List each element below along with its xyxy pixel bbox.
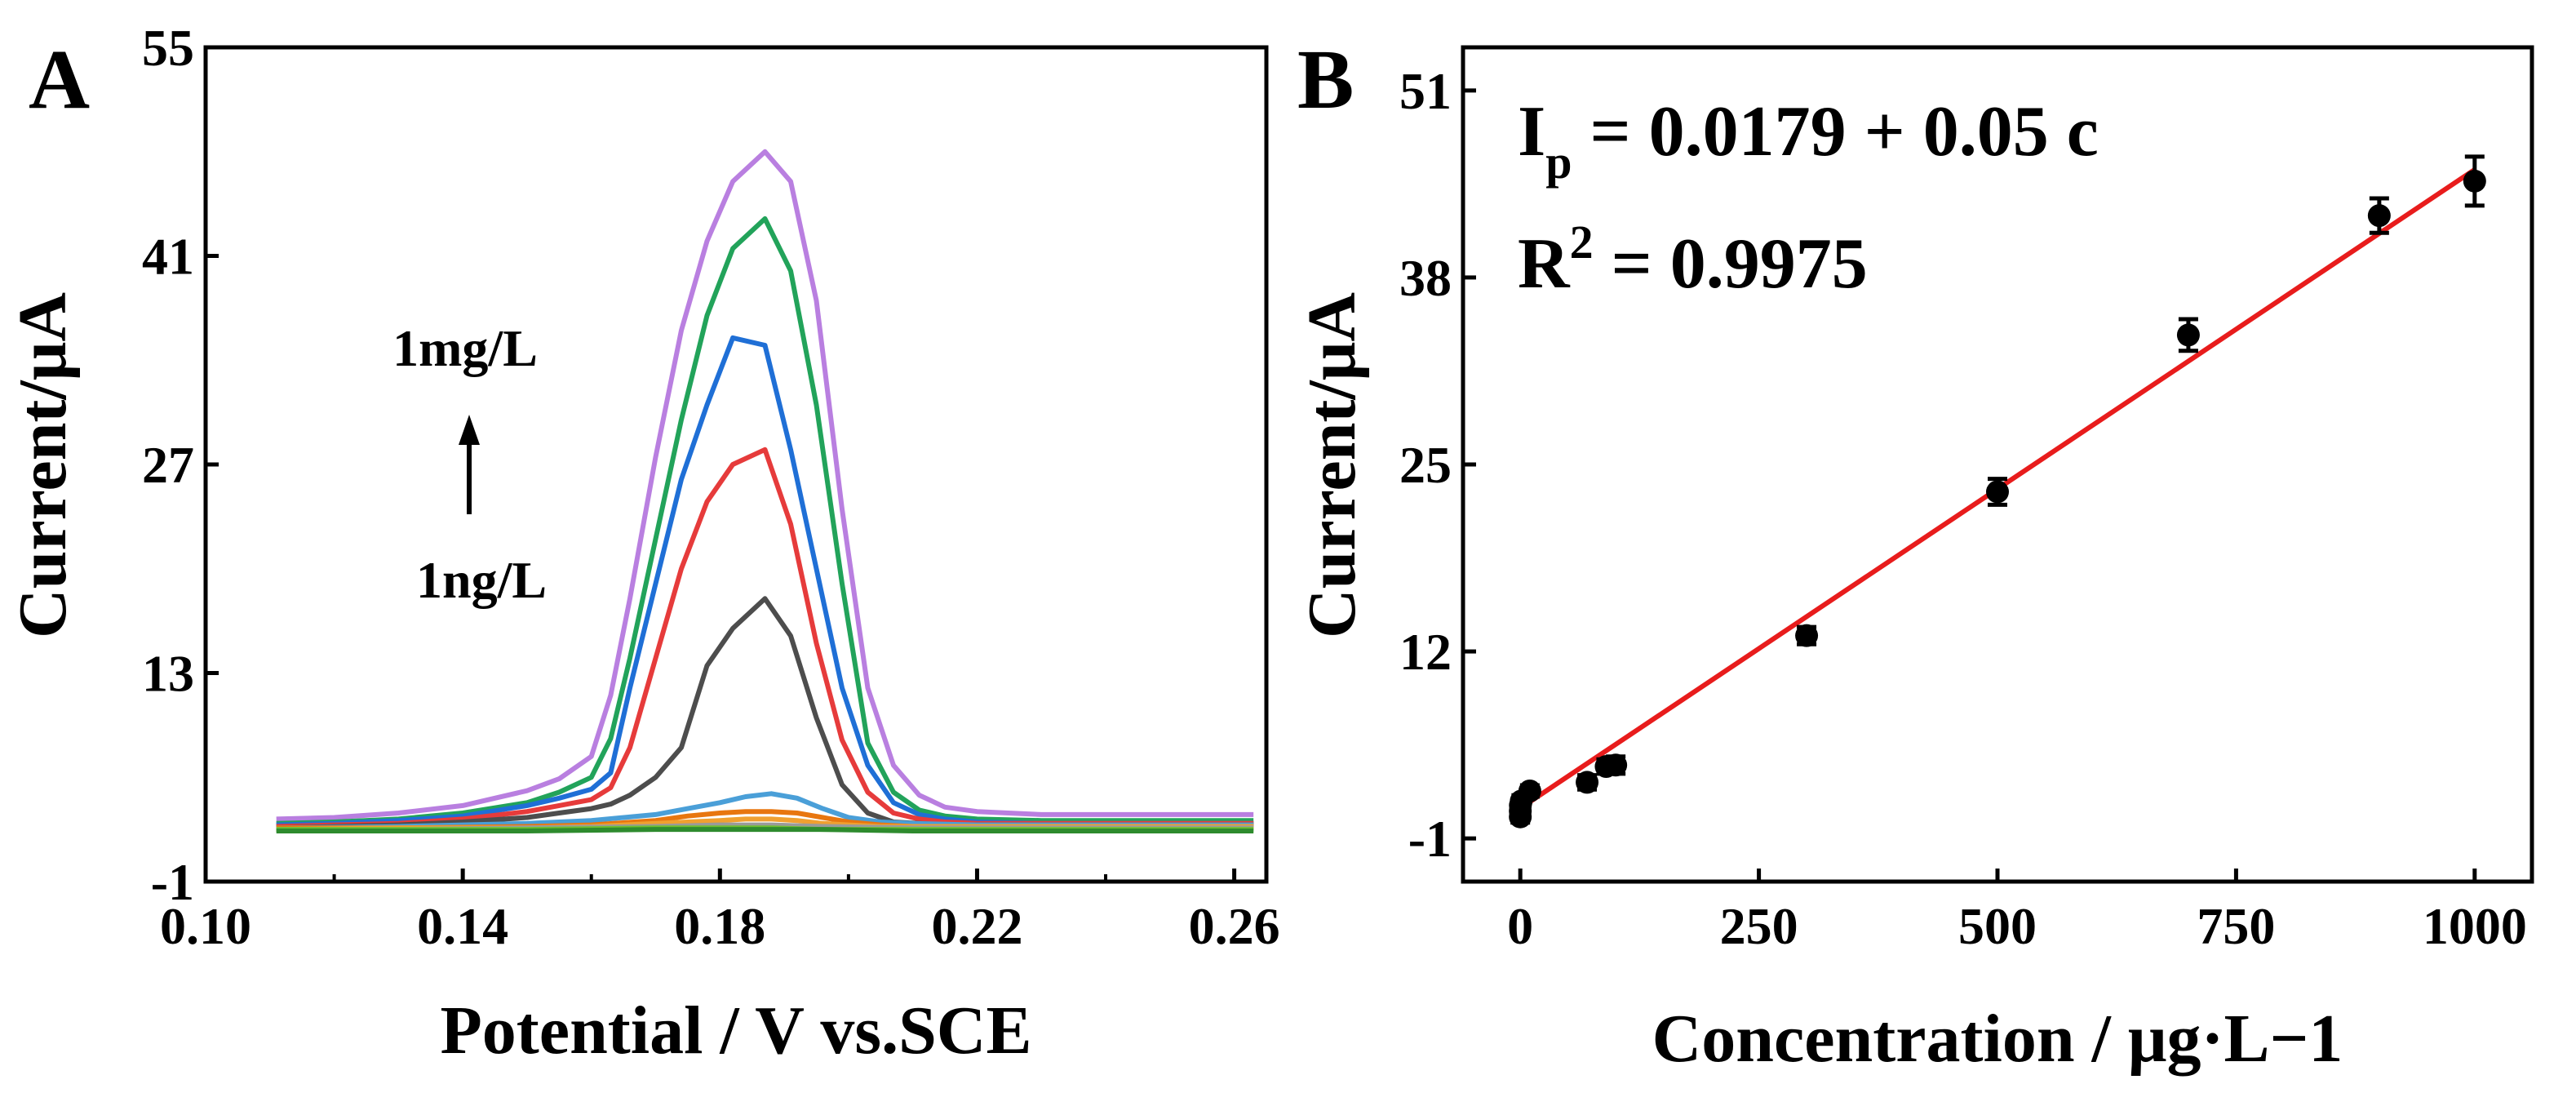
data-point xyxy=(2176,323,2200,347)
series-line-0 xyxy=(276,149,1254,822)
panel-b: B 0 250 500 750 1000 -1 12 25 38 51 Ip = 0.0179 +… xyxy=(1294,33,2534,1077)
panel-b-ticks: 0 250 500 750 1000 -1 12 25 38 51 xyxy=(1399,62,2527,955)
x-tick-label: 0.26 xyxy=(1189,897,1280,955)
panel-b-y-axis-label: Current/μA xyxy=(1294,292,1370,638)
y-tick-label: 55 xyxy=(142,19,194,77)
fit-equation-subscript: p xyxy=(1545,136,1572,189)
series-line-1 xyxy=(276,215,1254,826)
panel-a-label: A xyxy=(29,33,90,127)
x-tick-label: 0.10 xyxy=(160,897,251,955)
y-tick-label: 27 xyxy=(142,436,194,494)
x-tick-label: 250 xyxy=(1720,897,1798,955)
fit-equation-rest: = 0.0179 + 0.05 c xyxy=(1572,92,2099,171)
series-line-5 xyxy=(276,791,1254,831)
panel-a-series xyxy=(276,149,1254,833)
y-tick-label: -1 xyxy=(1408,810,1452,868)
r-squared-rest: = 0.9975 xyxy=(1594,224,1868,304)
x-tick-label: 0.18 xyxy=(674,897,765,955)
series-line-10 xyxy=(276,827,1254,833)
fit-equation: Ip = 0.0179 + 0.05 c xyxy=(1518,92,2099,189)
data-point xyxy=(1576,771,1599,794)
panel-a-ticks: 0.10 0.14 0.18 0.22 0.26 -1 13 27 41 55 xyxy=(142,19,1280,955)
panel-b-plot xyxy=(1509,154,2486,829)
x-tick-label: 0.14 xyxy=(417,897,508,955)
annotation-1ng-per-l: 1ng/L xyxy=(416,551,547,609)
y-tick-label: 41 xyxy=(142,228,194,286)
panel-b-x-axis-label: Concentration / μg·L−1 xyxy=(1652,1001,2343,1077)
panel-a-y-axis-label: Current/μA xyxy=(5,292,81,638)
y-tick-label: 13 xyxy=(142,645,194,703)
y-tick-label: 51 xyxy=(1399,62,1452,120)
data-point xyxy=(1604,753,1628,777)
data-point xyxy=(2367,204,2391,228)
r-squared: R2 = 0.9975 xyxy=(1518,215,1868,304)
y-tick-label: -1 xyxy=(151,853,194,911)
y-tick-label: 25 xyxy=(1399,436,1452,494)
data-point xyxy=(2463,169,2486,193)
r-squared-superscript: 2 xyxy=(1570,215,1594,269)
panel-a: A 0.10 0.14 0.18 0.22 0.26 -1 13 27 41 55 Potenti… xyxy=(5,19,1280,1069)
y-tick-label: 38 xyxy=(1399,249,1452,307)
r-squared-base: R xyxy=(1518,224,1571,304)
panel-b-label: B xyxy=(1297,33,1354,127)
series-line-3 xyxy=(276,447,1254,829)
x-tick-label: 0.22 xyxy=(931,897,1022,955)
panel-a-x-axis-label: Potential / V vs.SCE xyxy=(441,993,1032,1069)
x-tick-label: 0 xyxy=(1507,897,1533,955)
x-tick-label: 1000 xyxy=(2423,897,2527,955)
x-tick-label: 500 xyxy=(1958,897,2037,955)
x-tick-label: 750 xyxy=(2197,897,2275,955)
data-point xyxy=(1518,779,1541,802)
fit-equation-base: I xyxy=(1518,92,1545,171)
y-tick-label: 12 xyxy=(1399,623,1452,681)
annotation-1mg-per-l: 1mg/L xyxy=(392,319,538,377)
increase-arrow-icon xyxy=(459,415,480,514)
data-point xyxy=(1986,480,2009,504)
data-point xyxy=(1795,624,1819,647)
